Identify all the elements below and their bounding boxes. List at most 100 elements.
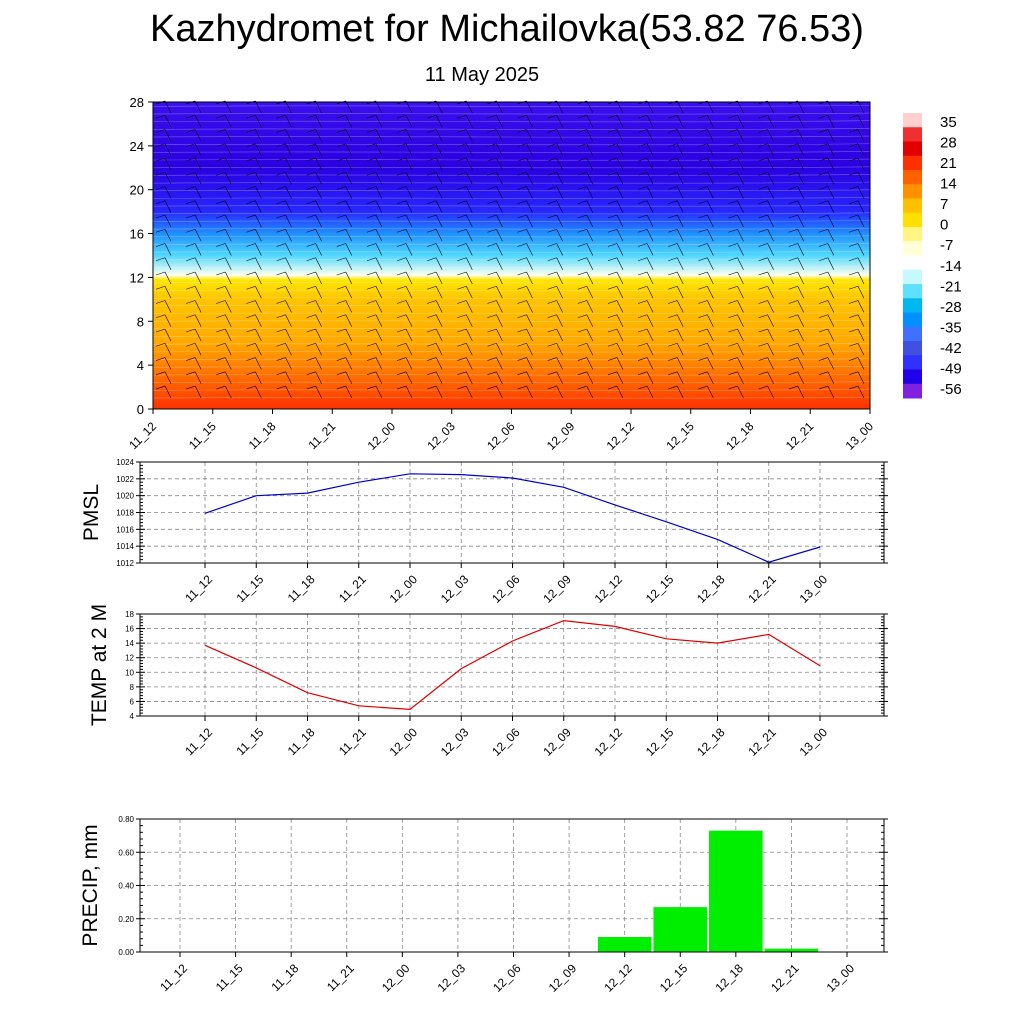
- wind-barb: [366, 114, 383, 128]
- y-tick-label: 8: [137, 314, 144, 329]
- wind-barb: [246, 342, 262, 356]
- wind-barb: [577, 357, 594, 370]
- wind-barb: [848, 371, 865, 384]
- contour-line: [152, 250, 871, 253]
- wind-barb: [818, 314, 835, 327]
- wind-barb: [396, 114, 413, 128]
- x-tick-label: 11_15: [186, 419, 219, 452]
- wind-barb: [186, 114, 202, 128]
- wind-barb: [487, 214, 503, 228]
- wind-barb: [607, 300, 624, 313]
- wind-barb: [336, 300, 353, 313]
- wind-barb: [457, 300, 473, 313]
- wind-barb: [487, 300, 503, 313]
- wind-barb: [668, 129, 684, 142]
- wind-barb: [396, 243, 413, 256]
- wind-barb: [698, 271, 714, 285]
- wind-barb: [668, 300, 684, 313]
- wind-barb: [637, 285, 654, 299]
- wind-barb: [216, 157, 232, 171]
- wind-barb: [366, 271, 383, 285]
- wind-barb: [637, 314, 654, 327]
- wind-barb: [276, 243, 292, 256]
- x-tick-label: 11_12: [157, 961, 190, 994]
- x-tick-label: 12_18: [712, 961, 746, 995]
- contour-line: [152, 143, 871, 146]
- wind-barb: [517, 314, 533, 327]
- wind-barb: [487, 314, 503, 327]
- contour-line: [152, 296, 871, 299]
- wind-barb: [276, 342, 292, 356]
- wind-barb: [216, 371, 232, 384]
- wind-barb: [728, 114, 744, 128]
- wind-barb: [848, 114, 865, 128]
- wind-barb: [668, 371, 684, 384]
- y-tick-label: 1014: [116, 542, 134, 551]
- y-tick-label: 18: [125, 610, 134, 619]
- wind-barb: [848, 285, 865, 299]
- wind-barb: [186, 385, 202, 399]
- wind-barb: [637, 257, 654, 270]
- wind-barb: [457, 357, 473, 370]
- wind-barb: [155, 314, 172, 327]
- wind-barb: [848, 171, 865, 185]
- wind-barb: [306, 300, 322, 313]
- wind-barb: [637, 186, 654, 199]
- wind-barb: [728, 157, 744, 171]
- wind-barb: [698, 200, 714, 213]
- wind-barb: [607, 214, 624, 228]
- wind-barb: [155, 114, 172, 128]
- wind-barb: [517, 157, 533, 171]
- wind-barb: [366, 314, 383, 327]
- wind-barb: [155, 228, 172, 242]
- wind-barb: [487, 200, 503, 213]
- wind-barb: [848, 385, 865, 399]
- wind-barb: [276, 200, 292, 213]
- wind-barb: [155, 271, 172, 285]
- wind-barb: [366, 214, 383, 228]
- wind-barb: [818, 157, 835, 171]
- colorbar-swatch: [903, 241, 922, 256]
- wind-barb: [336, 257, 353, 270]
- wind-barb: [607, 385, 624, 399]
- wind-barb: [758, 314, 774, 327]
- wind-barb: [788, 243, 805, 256]
- wind-barb: [788, 200, 805, 213]
- wind-barb: [155, 186, 172, 199]
- x-tick-label: 11_18: [268, 961, 301, 994]
- wind-barb: [607, 357, 624, 370]
- wind-barb: [788, 228, 805, 242]
- wind-barb: [818, 143, 835, 156]
- colorbar-label: -56: [940, 381, 962, 398]
- wind-barb: [818, 271, 835, 285]
- colorbar-label: 35: [940, 114, 957, 131]
- colorbar-label: 28: [940, 135, 957, 152]
- wind-barb: [427, 342, 443, 356]
- wind-barb: [517, 271, 533, 285]
- wind-barb: [848, 300, 865, 313]
- wind-barb: [336, 385, 353, 399]
- wind-barb: [276, 214, 292, 228]
- wind-barb: [246, 328, 262, 342]
- wind-barb: [427, 285, 443, 299]
- wind-barb: [336, 171, 353, 185]
- wind-barb: [186, 285, 202, 299]
- wind-barb: [336, 186, 353, 199]
- wind-barb: [366, 243, 383, 256]
- wind-barb: [396, 200, 413, 213]
- page-subtitle: 11 May 2025: [424, 64, 540, 86]
- x-tick-label: 12_09: [546, 961, 580, 995]
- colorbar-swatch: [903, 326, 922, 342]
- wind-barb: [216, 300, 232, 313]
- colorbar-swatch: [903, 141, 922, 157]
- wind-barb: [818, 285, 835, 299]
- colorbar-swatch: [903, 284, 922, 299]
- wind-barb: [487, 171, 503, 185]
- wind-barb: [427, 171, 443, 185]
- wind-barb: [728, 200, 744, 213]
- wind-barb: [366, 200, 383, 213]
- wind-barb: [637, 357, 654, 370]
- x-tick-label: 13_00: [797, 725, 831, 759]
- wind-barb: [246, 285, 262, 299]
